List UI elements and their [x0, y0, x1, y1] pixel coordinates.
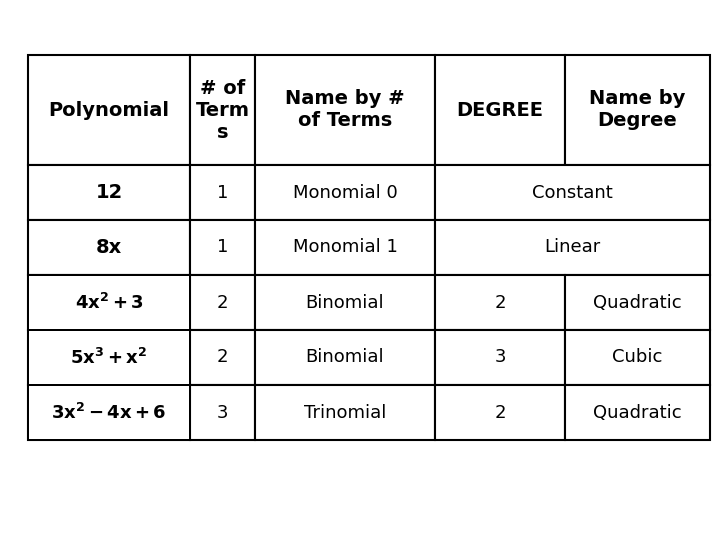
Text: Trinomial: Trinomial: [304, 403, 386, 422]
Text: Monomial 0: Monomial 0: [292, 184, 397, 201]
Bar: [255, 385, 435, 440]
Bar: [190, 165, 255, 220]
Text: DEGREE: DEGREE: [456, 100, 544, 119]
Bar: [190, 55, 255, 165]
Bar: [435, 330, 565, 385]
Text: 8x: 8x: [96, 238, 122, 257]
Bar: [190, 220, 255, 275]
Text: $\bf{5x^3 + x^2}$: $\bf{5x^3 + x^2}$: [71, 347, 148, 368]
Text: $\mathdefault{\mathbf{5x^3 + x^2}}$: $\mathdefault{\mathbf{5x^3 + x^2}}$: [71, 347, 148, 368]
Bar: [565, 55, 710, 165]
Bar: [28, 330, 190, 385]
Text: 3: 3: [217, 403, 228, 422]
Bar: [190, 330, 255, 385]
Bar: [255, 275, 435, 330]
Bar: [255, 165, 435, 220]
Text: 2: 2: [494, 403, 505, 422]
Text: $\bf{3x^2 - 4x + 6}$: $\bf{3x^2 - 4x + 6}$: [51, 402, 167, 422]
Text: Linear: Linear: [544, 239, 600, 256]
Bar: [29, 386, 189, 439]
Text: Constant: Constant: [532, 184, 613, 201]
Text: $\mathdefault{\mathbf{4x^2 + 3}}$: $\mathdefault{\mathbf{4x^2 + 3}}$: [75, 293, 143, 313]
Bar: [190, 385, 255, 440]
Bar: [28, 55, 190, 165]
Bar: [29, 330, 189, 384]
Text: Monomial 1: Monomial 1: [292, 239, 397, 256]
Bar: [435, 220, 710, 275]
Text: 1: 1: [217, 184, 228, 201]
Bar: [28, 275, 190, 330]
Text: 2: 2: [494, 294, 505, 312]
Bar: [190, 275, 255, 330]
Bar: [255, 220, 435, 275]
Text: $\mathdefault{\mathbf{3x^2 - 4x + 6}}$: $\mathdefault{\mathbf{3x^2 - 4x + 6}}$: [51, 402, 167, 422]
Text: Name by
Degree: Name by Degree: [589, 90, 685, 131]
Text: $\bf{4x^2 + 3}$: $\bf{4x^2 + 3}$: [75, 293, 143, 313]
Text: 2: 2: [217, 294, 228, 312]
Bar: [28, 165, 190, 220]
Bar: [435, 165, 710, 220]
Text: 3: 3: [494, 348, 505, 367]
Text: Binomial: Binomial: [306, 348, 384, 367]
Bar: [28, 220, 190, 275]
Text: 2: 2: [217, 348, 228, 367]
Bar: [435, 55, 565, 165]
Bar: [255, 330, 435, 385]
Text: Quadratic: Quadratic: [593, 294, 682, 312]
Text: Binomial: Binomial: [306, 294, 384, 312]
Bar: [435, 275, 565, 330]
Bar: [435, 385, 565, 440]
Text: Cubic: Cubic: [612, 348, 662, 367]
Text: Polynomial: Polynomial: [48, 100, 169, 119]
Bar: [565, 330, 710, 385]
Bar: [28, 385, 190, 440]
Text: 1: 1: [217, 239, 228, 256]
Bar: [565, 385, 710, 440]
Bar: [255, 55, 435, 165]
Text: Quadratic: Quadratic: [593, 403, 682, 422]
Text: Name by #
of Terms: Name by # of Terms: [285, 90, 405, 131]
Bar: [29, 276, 189, 329]
Text: # of
Term
s: # of Term s: [196, 78, 250, 141]
Bar: [565, 275, 710, 330]
Text: 12: 12: [95, 183, 122, 202]
